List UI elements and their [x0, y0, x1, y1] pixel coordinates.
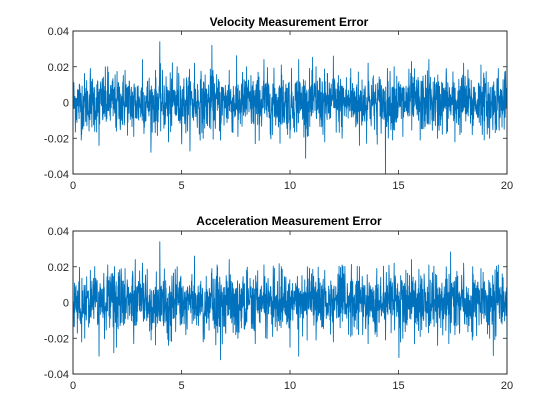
subplot-title: Velocity Measurement Error [210, 15, 369, 29]
x-tick-label: 5 [178, 380, 184, 392]
y-tick-label: 0.02 [48, 262, 69, 274]
series-group [73, 41, 507, 174]
x-tick-label: 15 [392, 380, 404, 392]
subplot-acceleration-error: Acceleration Measurement Error 0 5 10 15 20 -… [44, 214, 513, 392]
axes-frame [72, 30, 508, 175]
x-tick-label: 20 [501, 180, 513, 192]
x-tick-label: 0 [70, 180, 76, 192]
y-tick-label: 0.02 [48, 62, 69, 74]
axis-ticks: 0 5 10 15 20 -0.04 -0.02 0 0.02 0.04 [44, 226, 513, 392]
series-group [73, 241, 507, 361]
subplot-velocity-error: Velocity Measurement Error 0 5 10 15 20 -0.04… [44, 15, 513, 192]
subplot-title: Acceleration Measurement Error [196, 214, 382, 228]
axes-frame [72, 230, 508, 375]
series-line [73, 241, 507, 361]
x-tick-label: 0 [70, 380, 76, 392]
x-tick-label: 5 [178, 180, 184, 192]
x-tick-label: 15 [392, 180, 404, 192]
x-tick-label: 10 [284, 380, 296, 392]
y-tick-label: 0 [63, 98, 69, 110]
y-tick-label: 0.04 [48, 226, 69, 238]
y-tick-label: -0.04 [44, 169, 69, 181]
y-tick-label: 0 [63, 298, 69, 310]
x-tick-label: 20 [501, 380, 513, 392]
y-tick-label: 0.04 [48, 26, 69, 38]
x-tick-label: 10 [284, 180, 296, 192]
series-line [73, 41, 507, 174]
y-tick-label: -0.02 [44, 133, 69, 145]
y-tick-label: -0.04 [44, 369, 69, 381]
axis-ticks: 0 5 10 15 20 -0.04 -0.02 0 0.02 0.04 [44, 26, 513, 192]
y-tick-label: -0.02 [44, 333, 69, 345]
